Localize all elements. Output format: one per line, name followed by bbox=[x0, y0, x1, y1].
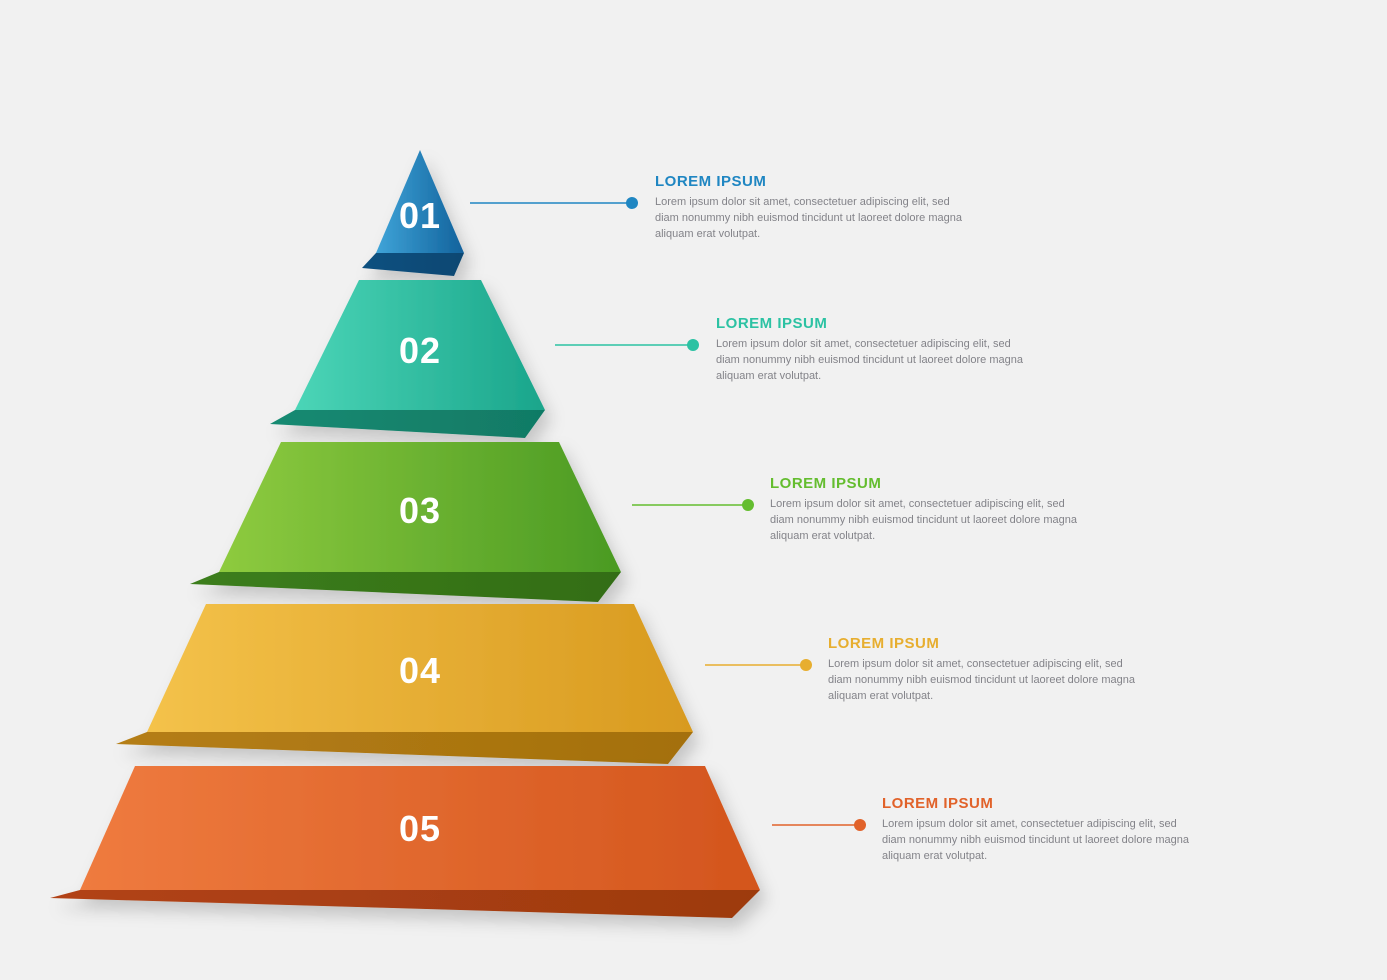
segment-number-5: 05 bbox=[360, 808, 480, 850]
callout-title-1: LOREM IPSUM bbox=[655, 173, 766, 190]
callout-title-5: LOREM IPSUM bbox=[882, 795, 993, 812]
segment-number-1: 01 bbox=[360, 195, 480, 237]
callout-body-5: Lorem ipsum dolor sit amet, consectetuer… bbox=[882, 817, 1202, 865]
callout-line-3 bbox=[632, 499, 754, 511]
callout-title-2: LOREM IPSUM bbox=[716, 315, 827, 332]
callout-line-5 bbox=[772, 819, 866, 831]
segment-number-2: 02 bbox=[360, 330, 480, 372]
callout-body-2: Lorem ipsum dolor sit amet, consectetuer… bbox=[716, 337, 1036, 385]
callout-body-1: Lorem ipsum dolor sit amet, consectetuer… bbox=[655, 195, 975, 243]
callout-title-4: LOREM IPSUM bbox=[828, 635, 939, 652]
callout-title-3: LOREM IPSUM bbox=[770, 475, 881, 492]
callout-line-2 bbox=[555, 339, 699, 351]
infographic-pyramid: 01 02 03 04 05 LOREM IPSUM Lorem ipsum d… bbox=[0, 0, 1387, 980]
segment-number-3: 03 bbox=[360, 490, 480, 532]
segment-number-4: 04 bbox=[360, 650, 480, 692]
callout-line-4 bbox=[705, 659, 812, 671]
callout-line-1 bbox=[470, 197, 638, 209]
callout-body-3: Lorem ipsum dolor sit amet, consectetuer… bbox=[770, 497, 1090, 545]
callout-body-4: Lorem ipsum dolor sit amet, consectetuer… bbox=[828, 657, 1148, 705]
